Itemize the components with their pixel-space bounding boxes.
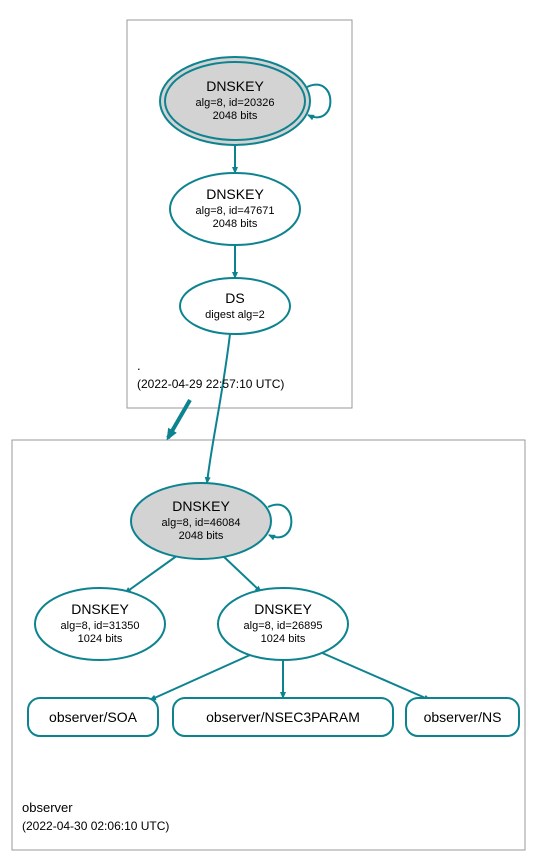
svg-text:DNSKEY: DNSKEY: [206, 78, 264, 94]
edge-4: [222, 555, 261, 592]
svg-text:observer/SOA: observer/SOA: [49, 709, 138, 725]
zone-label-root: .: [137, 358, 141, 373]
zone-timestamp-root: (2022-04-29 22:57:10 UTC): [137, 377, 284, 391]
svg-text:1024 bits: 1024 bits: [78, 633, 123, 645]
svg-text:DNSKEY: DNSKEY: [71, 601, 129, 617]
node-rr_ns: observer/NS: [406, 698, 519, 736]
node-dnskey_obs_zsk2: DNSKEY alg=8, id=268951024 bits: [218, 588, 348, 660]
node-dnskey_root_ksk: DNSKEY alg=8, id=203262048 bits: [160, 57, 330, 145]
svg-text:alg=8, id=20326: alg=8, id=20326: [196, 97, 275, 109]
svg-text:alg=8, id=26895: alg=8, id=26895: [244, 620, 323, 632]
node-dnskey_root_zsk: DNSKEY alg=8, id=476712048 bits: [170, 173, 300, 245]
node-rr_soa: observer/SOA: [28, 698, 158, 736]
svg-text:2048 bits: 2048 bits: [213, 110, 258, 122]
zone-label-observer: observer: [22, 800, 73, 815]
svg-text:digest alg=2: digest alg=2: [205, 309, 265, 321]
node-dnskey_obs_zsk1: DNSKEY alg=8, id=313501024 bits: [35, 588, 165, 660]
node-ds_root: DS digest alg=2: [180, 278, 290, 334]
svg-text:DNSKEY: DNSKEY: [206, 186, 264, 202]
svg-text:alg=8, id=47671: alg=8, id=47671: [196, 205, 275, 217]
svg-text:2048 bits: 2048 bits: [213, 218, 258, 230]
svg-text:alg=8, id=46084: alg=8, id=46084: [162, 517, 241, 529]
zone-link-arrow: [168, 400, 190, 438]
svg-text:1024 bits: 1024 bits: [261, 633, 306, 645]
zone-timestamp-observer: (2022-04-30 02:06:10 UTC): [22, 819, 169, 833]
svg-text:observer/NSEC3PARAM: observer/NSEC3PARAM: [206, 709, 360, 725]
svg-text:DNSKEY: DNSKEY: [172, 498, 230, 514]
node-rr_nsec3: observer/NSEC3PARAM: [173, 698, 393, 736]
svg-text:observer/NS: observer/NS: [424, 709, 502, 725]
edge-3: [125, 555, 178, 593]
svg-text:DS: DS: [225, 290, 244, 306]
svg-text:DNSKEY: DNSKEY: [254, 601, 312, 617]
svg-text:alg=8, id=31350: alg=8, id=31350: [61, 620, 140, 632]
edge-5: [150, 655, 250, 700]
node-dnskey_obs_ksk: DNSKEY alg=8, id=460842048 bits: [131, 483, 291, 559]
edge-7: [320, 652, 430, 700]
svg-text:2048 bits: 2048 bits: [179, 530, 224, 542]
